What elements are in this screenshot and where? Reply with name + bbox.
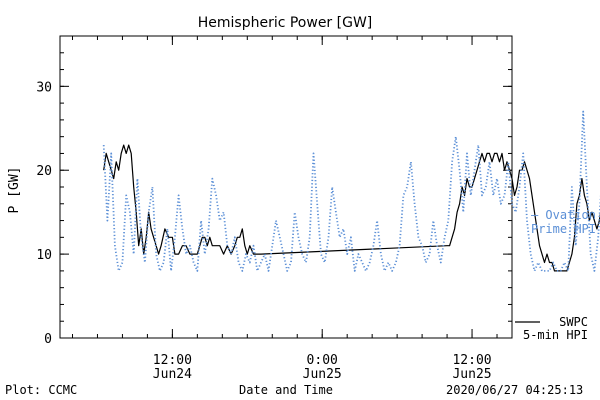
legend-swpc-line2: 5-min HPI bbox=[523, 328, 588, 342]
chart-title: Hemispheric Power [GW] bbox=[198, 15, 373, 31]
x-tick-label-time: 12:00 bbox=[452, 353, 491, 368]
y-tick-label: 0 bbox=[44, 332, 52, 347]
y-tick-label: 30 bbox=[36, 80, 52, 95]
x-tick-label-date: Jun24 bbox=[153, 367, 192, 382]
legend-ovation-line2: Prime HPI bbox=[531, 222, 596, 236]
x-tick-label-date: Jun25 bbox=[452, 367, 491, 382]
x-tick-label-time: 12:00 bbox=[153, 353, 192, 368]
y-axis-label: P [GW] bbox=[7, 167, 22, 214]
legend-ovation-line1: — Ovation bbox=[531, 208, 596, 222]
y-tick-label: 10 bbox=[36, 248, 52, 263]
series-swpc-line bbox=[103, 144, 600, 272]
x-tick-label-time: 0:00 bbox=[307, 353, 338, 368]
x-tick-label-date: Jun25 bbox=[303, 367, 342, 382]
plot-credit: Plot: CCMC bbox=[5, 383, 77, 397]
plot-frame bbox=[59, 35, 513, 339]
x-axis-label: Date and Time bbox=[239, 383, 333, 397]
legend-swpc-line1: SWPC bbox=[559, 315, 588, 329]
series-ovation-prime-line bbox=[102, 110, 600, 272]
y-tick-label: 20 bbox=[36, 164, 52, 179]
plot-timestamp: 2020/06/27 04:25:13 bbox=[446, 383, 583, 397]
